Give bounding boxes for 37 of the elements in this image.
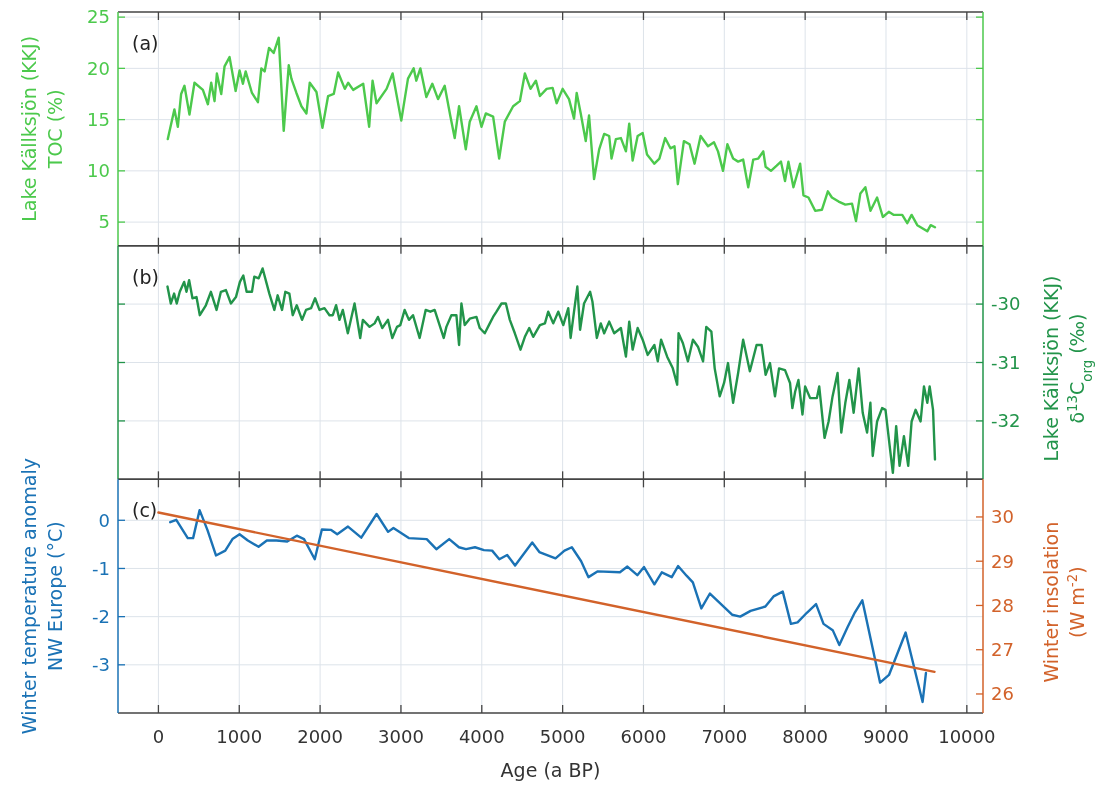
x-tick-label: 10000 [938,726,996,747]
y2-tick-label: 29 [991,550,1014,572]
y-tick-label: 20 [87,57,110,79]
line-series [166,36,937,233]
y2-tick-label: 27 [991,639,1014,661]
y-tick-label: 0 [98,509,110,531]
x-axis-title: Age (a BP) [500,759,601,781]
x-tick-label: 4000 [458,726,505,747]
line-series [166,267,937,475]
annotation: (c) [132,499,158,522]
y-tick-label: 5 [98,211,110,233]
y-tick-label: -3 [92,654,110,676]
y-axis-title: Winter temperature anomaly NW Europe (°C) [18,458,66,735]
y2-tick-label: 28 [991,594,1014,616]
x-tick-label: 2000 [297,726,344,747]
x-tick-label: 5000 [539,726,586,747]
y-axis-title: Lake Källksjön (KKJ) TOC (%) [18,35,66,222]
x-tick-label: 6000 [620,726,667,747]
y2-tick-label: 30 [991,506,1014,528]
y2-tick-label: -30 [991,293,1021,315]
x-tick-label: 1000 [216,726,263,747]
annotation: (b) [132,265,159,288]
y-tick-label: -1 [92,557,110,579]
y2-tick-label: -32 [991,410,1021,432]
x-tick-label: 9000 [863,726,909,747]
annotation: (a) [132,32,159,54]
y-tick-label: 10 [87,160,110,182]
x-tick-label: 0 [152,726,165,747]
y-tick-label: 25 [87,6,110,28]
y-tick-label: 15 [87,108,110,130]
x-tick-label: 3000 [378,726,424,747]
x-tick-label: 8000 [782,726,829,747]
line-series [169,508,928,704]
y2-tick-label: -31 [991,351,1021,373]
y-tick-label: -2 [92,605,110,627]
y2-tick-label: 26 [991,683,1014,705]
x-tick-label: 7000 [701,726,748,747]
